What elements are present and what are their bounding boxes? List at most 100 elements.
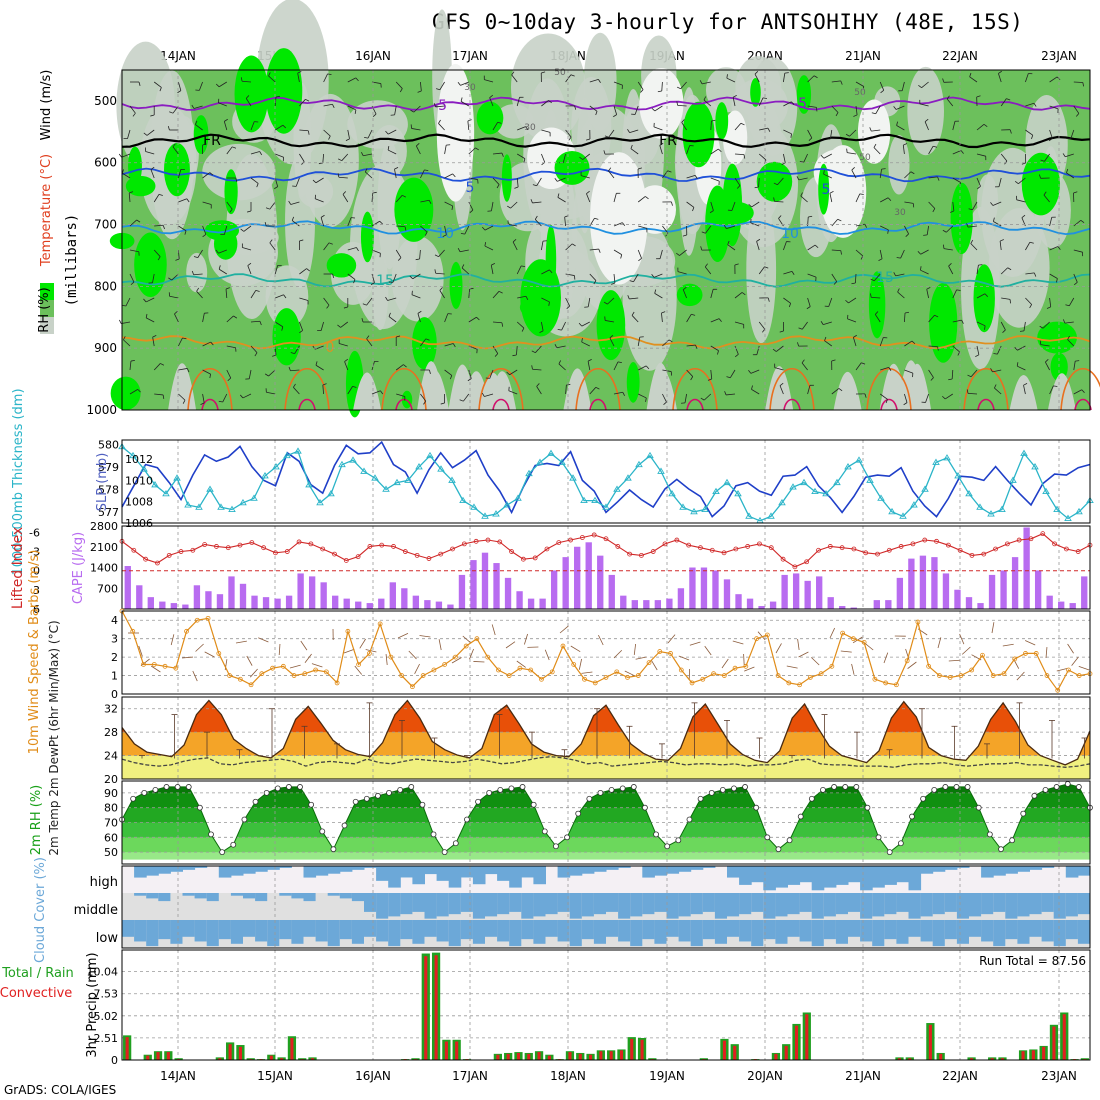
rh-marker	[553, 843, 559, 850]
cape-bar	[458, 574, 466, 609]
wind-barb-flag	[467, 378, 472, 382]
wind-barb	[952, 150, 962, 155]
day-label-top: 16JAN	[355, 49, 391, 63]
precip-convective-bar	[310, 1058, 315, 1060]
wind-barb	[299, 268, 307, 275]
wind-barb	[297, 73, 300, 83]
cloud-cell	[424, 866, 438, 875]
lifted-index-marker	[332, 551, 337, 557]
precip-convective-bar	[516, 1052, 521, 1060]
wind-barb	[411, 294, 421, 299]
cloud-cell	[545, 920, 559, 937]
rh-marker	[697, 795, 704, 802]
wind-barb-flag	[1045, 359, 1049, 363]
surface-wind-barb	[359, 638, 366, 649]
lifted-index-marker	[627, 551, 633, 557]
wind-barb-flag	[343, 306, 348, 309]
wind-barb	[653, 126, 663, 131]
wind-barb	[174, 313, 179, 323]
thickness-marker	[657, 467, 665, 474]
surface-wind-barb	[408, 650, 417, 660]
surface-wind-barb	[704, 645, 712, 656]
wind-barb	[323, 297, 330, 306]
rh-marker	[530, 801, 537, 808]
thickness-marker	[338, 460, 346, 468]
wind-barb-flag	[970, 239, 974, 244]
surface-wind-barb	[544, 649, 550, 661]
cape-bar	[585, 542, 592, 609]
wind-speed-marker	[915, 619, 921, 625]
wind-barb	[145, 297, 155, 303]
rh-legend-swatch	[40, 300, 54, 317]
precip-convective-bar	[238, 1046, 242, 1060]
rh-marker	[864, 804, 871, 811]
cloud-cell	[134, 866, 147, 878]
wind-barb	[153, 249, 161, 257]
precip-convective-bar	[218, 1058, 222, 1060]
wind-barb	[323, 103, 333, 107]
wind-barb	[274, 96, 277, 107]
cloud-cell	[654, 920, 667, 944]
cloud-cell	[243, 866, 256, 874]
rh-dry-region	[907, 66, 944, 156]
wind-barb	[634, 105, 639, 115]
wind-barb-flag	[548, 100, 552, 104]
wind-barb-flag	[762, 328, 766, 333]
wind-barb-flag	[457, 247, 461, 252]
surface-wind-barb	[744, 666, 755, 672]
cloud-cell	[194, 893, 208, 899]
thickness-marker	[492, 510, 500, 517]
cape-bar	[723, 579, 731, 609]
wind-barb-flag	[743, 154, 746, 159]
wind-speed-marker	[646, 660, 652, 666]
wind-barb-flag	[631, 311, 635, 316]
wind-barb	[730, 369, 736, 378]
slp-line	[121, 440, 1091, 518]
cloud-cell	[872, 866, 885, 888]
wind-speed-marker	[453, 654, 458, 660]
cloud-cell	[533, 866, 546, 885]
cloud-cell	[690, 893, 704, 915]
cloud-cell	[751, 866, 764, 883]
rh-marker	[998, 846, 1004, 853]
cloud-cell	[993, 893, 1006, 912]
thickness-marker	[690, 507, 698, 515]
surface-wind-barb	[797, 638, 800, 650]
wind-barb	[492, 291, 500, 299]
isotherm-line	[121, 273, 1091, 288]
wind-speed-marker	[732, 665, 738, 671]
thickness-marker	[800, 478, 808, 486]
wind-barb-flag	[707, 378, 712, 381]
rh-marker	[1053, 784, 1060, 790]
thickness-marker	[1042, 487, 1050, 495]
cloud-cell	[860, 866, 873, 891]
precip-legend-total: Total / Rain	[1, 966, 74, 981]
wind-barb	[783, 270, 793, 275]
lifted-tick-label: 6	[33, 603, 40, 616]
wind-barb	[633, 273, 639, 282]
wind-barb	[396, 393, 405, 397]
cape-bar	[608, 574, 615, 609]
rh-moist-region	[868, 271, 886, 339]
wind-barb	[412, 273, 421, 280]
wind-barb	[701, 81, 711, 85]
wind-barb	[855, 249, 864, 257]
lifted-index-marker	[591, 532, 597, 538]
wind-barb-flag	[364, 168, 368, 173]
wind-barb	[783, 153, 786, 163]
cloud-cell	[1077, 920, 1091, 944]
cloud-cell	[775, 920, 788, 944]
wind-speed-marker	[754, 636, 759, 642]
cloud-cell	[860, 920, 873, 942]
wind-barb	[873, 273, 881, 282]
wind-barb-flag	[356, 247, 359, 252]
lifted-index-marker	[225, 545, 231, 551]
lifted-index-marker	[532, 555, 538, 561]
wind-speed-marker	[399, 673, 405, 678]
rh-moist-region	[519, 296, 555, 319]
wind-barb	[904, 225, 909, 235]
wind-barb	[299, 321, 303, 331]
wind-speed-marker	[850, 636, 856, 642]
thickness-marker	[184, 501, 192, 508]
wind-barb-flag	[119, 319, 122, 324]
